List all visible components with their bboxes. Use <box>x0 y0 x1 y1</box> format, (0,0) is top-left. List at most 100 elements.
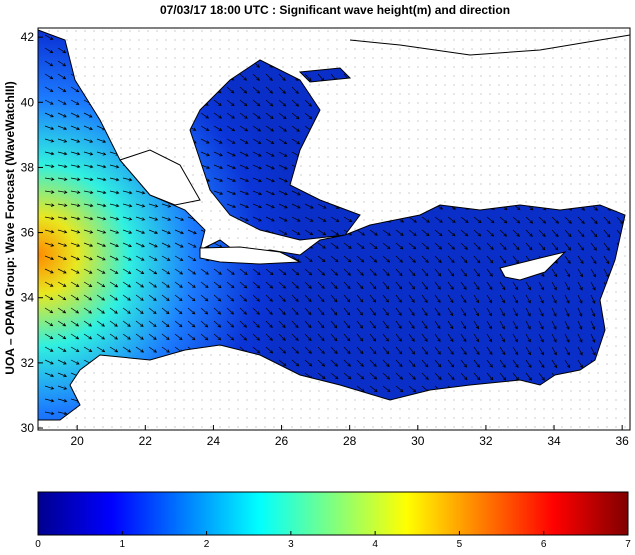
wave-arrow <box>226 333 235 341</box>
wave-arrow <box>525 242 533 251</box>
wave-arrow <box>122 268 132 274</box>
wave-arrow <box>57 203 68 207</box>
wave-arrow <box>122 177 133 182</box>
wave-arrow <box>499 307 505 317</box>
wave-arrow <box>564 229 572 238</box>
wave-arrow <box>161 255 171 261</box>
wave-arrow <box>382 242 391 250</box>
wave-arrow <box>525 320 531 330</box>
wave-arrow <box>252 346 261 354</box>
y-tick-label: 32 <box>21 356 35 370</box>
wave-arrow <box>551 359 558 369</box>
wave-arrow <box>460 333 467 343</box>
wave-arrow <box>434 294 441 304</box>
wave-arrow <box>421 255 429 263</box>
wave-arrow <box>226 151 236 157</box>
wave-arrow <box>356 320 364 329</box>
wave-arrow <box>408 333 415 342</box>
wave-arrow <box>356 333 364 342</box>
wave-arrow <box>252 216 262 222</box>
wave-arrow <box>356 255 365 263</box>
wave-arrow <box>44 268 54 274</box>
wave-arrow <box>122 229 133 234</box>
wave-arrow <box>512 229 520 237</box>
wave-arrow <box>304 99 313 107</box>
wave-arrow <box>343 359 351 367</box>
wave-arrow <box>161 307 170 315</box>
wave-arrow <box>174 320 183 328</box>
wave-arrow <box>577 307 583 317</box>
wave-arrow <box>408 216 417 223</box>
wave-arrow <box>44 320 54 327</box>
wave-arrow <box>135 216 146 221</box>
wave-arrow <box>317 372 326 380</box>
wave-arrow <box>291 320 299 329</box>
wave-arrow <box>278 320 286 329</box>
wave-arrow <box>499 346 506 356</box>
wave-arrow <box>70 255 80 261</box>
wave-arrow <box>291 294 299 303</box>
wave-arrow <box>369 268 377 277</box>
wave-arrow <box>252 307 260 315</box>
wave-arrow <box>343 281 351 290</box>
wave-arrow <box>447 281 454 290</box>
colorbar-tick-label: 0 <box>35 539 41 550</box>
wave-arrow <box>408 385 417 393</box>
wave-arrow <box>395 372 404 380</box>
wave-arrow <box>239 294 248 302</box>
wave-arrow <box>200 151 210 157</box>
wave-arrow <box>395 320 402 329</box>
wave-arrow <box>187 307 196 315</box>
wave-arrow <box>330 372 339 380</box>
wave-arrow <box>96 281 106 288</box>
x-tick-label: 32 <box>479 434 493 448</box>
wave-arrow <box>447 294 454 304</box>
wave-arrow <box>44 216 55 221</box>
wave-arrow <box>148 307 157 315</box>
wave-arrow <box>395 294 402 303</box>
wave-arrow <box>213 190 224 195</box>
wave-arrow <box>447 359 455 368</box>
y-tick-label: 38 <box>21 160 35 174</box>
wave-arrow <box>512 216 521 224</box>
wave-arrow <box>603 255 610 265</box>
wave-arrow <box>486 372 494 381</box>
wave-arrow <box>83 177 94 182</box>
y-axis-label: UOA – OPAM Group: Wave Forecast (WaveWat… <box>3 81 17 374</box>
wave-arrow <box>252 177 262 183</box>
wave-arrow <box>57 411 68 416</box>
wave-arrow <box>317 359 326 367</box>
wave-arrow <box>317 268 326 276</box>
wave-arrow <box>239 177 250 183</box>
wave-arrow <box>57 333 67 340</box>
wave-arrow <box>96 190 107 195</box>
wave-arrow <box>213 125 223 132</box>
wave-arrow <box>486 320 492 330</box>
wave-arrow <box>343 372 352 380</box>
wave-arrow <box>109 307 118 314</box>
wave-arrow <box>525 346 532 356</box>
wave-arrow <box>200 164 211 169</box>
wave-arrow <box>499 333 505 343</box>
wave-arrow <box>148 229 159 235</box>
wave-arrow <box>460 255 468 264</box>
wave-arrow <box>57 125 68 130</box>
wave-arrow <box>96 294 106 301</box>
wave-arrow <box>330 281 338 290</box>
wave-arrow <box>265 216 275 222</box>
wave-arrow <box>447 372 455 381</box>
wave-arrow <box>200 307 209 315</box>
wave-arrow <box>460 346 467 355</box>
wave-arrow <box>44 333 54 339</box>
wave-arrow <box>57 229 68 234</box>
wave-arrow <box>356 242 365 249</box>
wave-arrow <box>369 320 376 329</box>
wave-arrow <box>252 190 263 196</box>
wave-arrow <box>226 86 235 94</box>
wave-arrow <box>57 294 67 301</box>
wave-arrow <box>57 346 67 352</box>
wave-arrow <box>135 190 146 195</box>
wave-arrow <box>486 307 492 317</box>
wave-arrow <box>291 359 300 367</box>
